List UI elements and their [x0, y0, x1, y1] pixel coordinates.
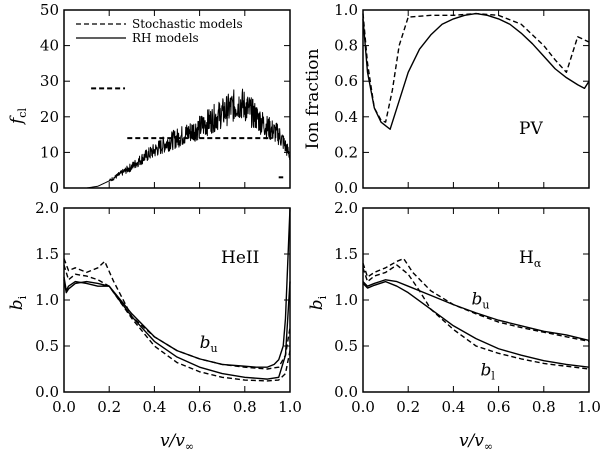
- panel-fcl-ytick-label: 40: [40, 37, 59, 55]
- panel-pv-ytick-label: 1.0: [334, 1, 358, 19]
- panel-pv-series-stochastic-models: [362, 12, 590, 123]
- panel-fcl-ytick-label: 0: [49, 179, 59, 197]
- panel-halpha-ytick-label: 1.5: [334, 245, 358, 263]
- panel-halpha-series-stochastic-b-u: [362, 257, 590, 343]
- panel-heii-annotation: HeII: [221, 248, 259, 268]
- panel-pv-ytick-label: 0.6: [334, 72, 358, 90]
- panel-heii-ytick-label: 1.0: [35, 291, 59, 309]
- panel-heii-series-stochastic-b-u: [63, 258, 291, 370]
- panel-pv-ylabel: Ion fraction: [303, 49, 323, 150]
- panel-halpha-xtick-label: 0.4: [441, 398, 465, 416]
- panel-heii-xtick-label: 0.8: [233, 398, 257, 416]
- panel-fcl: fcl Stochastic models RH models 0 10 20 30 4…: [7, 1, 291, 197]
- panel-heii-xtick-label: 0.6: [188, 398, 212, 416]
- panel-heii-series-rh-b-u: [63, 207, 291, 368]
- panel-halpha-xtick-label: 0.0: [351, 398, 375, 416]
- panel-pv-ytick-label: 0.4: [334, 108, 358, 126]
- panel-pv-ytick-label: 0.8: [334, 37, 358, 55]
- panel-pv-series-rh-models: [362, 12, 590, 130]
- panel-pv-ytick-label: 0.0: [334, 179, 358, 197]
- panel-fcl-ytick-label: 20: [40, 108, 59, 126]
- xlabel-left: v/v∞: [160, 431, 194, 452]
- panel-heii-xtick-label: 0.2: [97, 398, 121, 416]
- panel-fcl-frame: [63, 9, 291, 189]
- xlabel-right: v/v∞: [459, 431, 493, 452]
- panel-halpha-ytick-label: 0.5: [334, 337, 358, 355]
- panel-halpha-xtick-label: 0.8: [532, 398, 556, 416]
- panel-halpha-ytick-label: 1.0: [334, 291, 358, 309]
- panel-heii-xtick-label: 0.0: [52, 398, 76, 416]
- panel-heii-label-bu: bu: [200, 333, 218, 355]
- panel-heii-series-stochastic-b-l: [63, 264, 291, 382]
- panel-halpha-series-rh-b-l: [362, 280, 590, 368]
- panel-heii-frame: [63, 207, 291, 393]
- panel-halpha-series-stochastic-b-l: [362, 264, 590, 370]
- panel-halpha-ytick-label: 0.0: [334, 383, 358, 401]
- panel-heii-xtick-label: 1.0: [278, 398, 302, 416]
- panel-halpha-ytick-label: 2.0: [334, 199, 358, 217]
- panel-heii-ytick-label: 2.0: [35, 199, 59, 217]
- panel-halpha-label-bl: bl: [481, 360, 496, 382]
- panel-pv-ytick-label: 0.2: [334, 143, 358, 161]
- panel-halpha-xtick-label: 0.2: [396, 398, 420, 416]
- panel-fcl-ylabel: fcl: [7, 108, 29, 126]
- panel-pv-annotation: PV: [519, 119, 543, 139]
- panel-halpha-xtick-label: 1.0: [577, 398, 600, 416]
- panel-halpha-ylabel: bi: [307, 295, 329, 310]
- legend-rh-label: RH models: [132, 31, 199, 45]
- panel-heii-ytick-label: 0.5: [35, 337, 59, 355]
- panel-halpha-label-bu: bu: [471, 290, 489, 312]
- panel-fcl-ytick-label: 30: [40, 72, 59, 90]
- panel-heii-ytick-label: 1.5: [35, 245, 59, 263]
- panel-heii-xtick-label: 0.4: [142, 398, 166, 416]
- panel-fcl-series-rh-models: [63, 88, 291, 189]
- panel-heii-ylabel: bi: [7, 295, 29, 310]
- panel-heii-ytick-label: 0.0: [35, 383, 59, 401]
- panel-pv-frame: [362, 9, 590, 189]
- panel-halpha: bi Hα 0.0 0.2 0.4 0.6 0.8 1.0 0.0 0.5 1.0 1.5 2.0 b…: [307, 199, 600, 416]
- panel-pv: Ion fraction PV 0.0 0.2 0.4 0.6 0.8 1.0: [303, 1, 590, 197]
- panel-heii: bi HeII 0.0 0.2 0.4 0.6 0.8 1.0 0.0 0.5 1.0 1.5 2.…: [7, 199, 302, 416]
- panel-fcl-ytick-label: 50: [40, 1, 59, 19]
- legend: Stochastic models RH models: [76, 17, 243, 45]
- legend-stochastic-label: Stochastic models: [132, 17, 243, 31]
- panel-heii-series-rh-b-l: [63, 279, 291, 380]
- panel-halpha-series-rh-b-u: [362, 279, 590, 342]
- panel-halpha-annotation: Hα: [519, 248, 542, 270]
- panel-halpha-xtick-label: 0.6: [487, 398, 511, 416]
- panel-fcl-ytick-label: 10: [40, 143, 59, 161]
